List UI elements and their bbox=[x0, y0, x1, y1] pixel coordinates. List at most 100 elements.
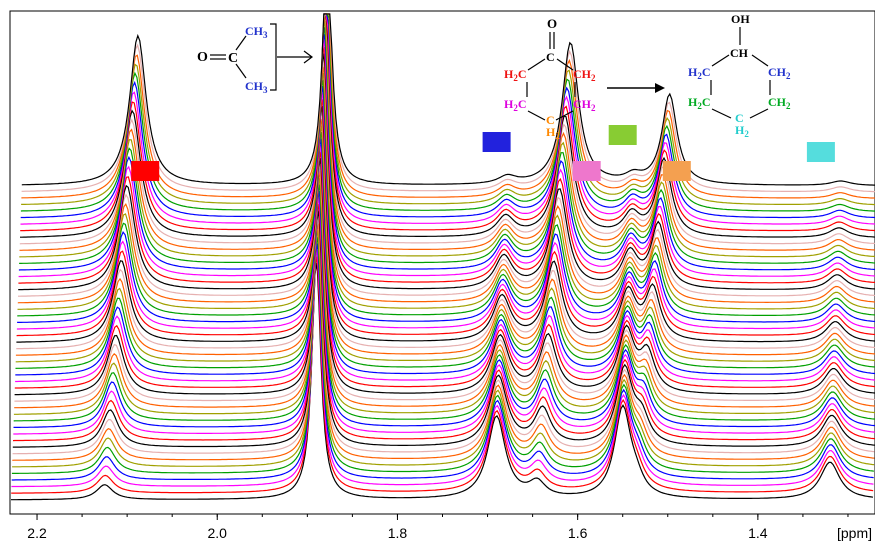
acetone-c: C bbox=[228, 51, 238, 66]
x-tick-label: 1.8 bbox=[388, 525, 408, 541]
cyclohexanol-ch-right2-sub: 2 bbox=[786, 101, 791, 111]
spectrum-trace bbox=[12, 203, 875, 442]
cyclohexanone-bond-5 bbox=[527, 110, 546, 121]
cyclohexanol-oh: OH bbox=[731, 12, 750, 26]
svg-text:CH3: CH3 bbox=[245, 79, 268, 95]
spectrum-trace bbox=[18, 46, 875, 284]
acetone-ch3-top-sub: 3 bbox=[263, 30, 268, 40]
spectrum-trace bbox=[19, 13, 875, 251]
svg-text:H2: H2 bbox=[735, 123, 749, 139]
cyclohexanone-ch-right2: CH bbox=[573, 97, 592, 111]
spectrum-trace bbox=[14, 151, 875, 389]
cyclohexanone-bond-6 bbox=[555, 110, 574, 121]
svg-text:CH2: CH2 bbox=[573, 97, 596, 113]
acetone-bond-up bbox=[235, 35, 247, 51]
acetone-ch3-top: CH bbox=[245, 24, 264, 38]
cyclohexanone-h-left2: H bbox=[504, 97, 514, 111]
spectrum-trace bbox=[11, 262, 874, 501]
acetone-arrow-head bbox=[303, 50, 313, 64]
svg-text:H2C: H2C bbox=[504, 97, 527, 113]
cyclohexanol-h-left2-sub: 2 bbox=[697, 101, 702, 111]
cyclohexanone-h-bottom-sub: 2 bbox=[555, 131, 560, 141]
cyclohexanone-h-bottom: H bbox=[546, 125, 556, 139]
x-axis-label: [ppm] bbox=[837, 525, 872, 541]
spectrum-trace bbox=[13, 190, 875, 428]
spectrum-trace bbox=[20, 13, 875, 232]
x-tick-label: 1.4 bbox=[748, 525, 768, 541]
acetone-ch3-bottom: CH bbox=[245, 79, 264, 93]
spectrum-trace bbox=[12, 223, 875, 461]
cyclohexanol-c-bottom: C bbox=[735, 111, 744, 125]
svg-text:H2C: H2C bbox=[688, 95, 711, 111]
spectrum-trace bbox=[20, 13, 875, 212]
cyclohexanol-bond-5 bbox=[711, 108, 732, 119]
spectrum-trace bbox=[16, 105, 875, 343]
cyclohexanol-h-bottom-sub: 2 bbox=[744, 129, 749, 139]
acetone-bracket bbox=[270, 23, 277, 91]
spectrum-trace bbox=[15, 131, 875, 369]
spectrum-trace bbox=[15, 118, 875, 356]
spectrum-trace bbox=[14, 164, 875, 402]
spectrum-trace bbox=[13, 197, 875, 435]
cyclohexanol-ch-right2: CH bbox=[768, 95, 787, 109]
cyclohexanone-c-left: C bbox=[518, 67, 527, 81]
spectrum-trace bbox=[12, 216, 875, 455]
spectrum-trace bbox=[16, 99, 875, 337]
cyclohexanol-bond-2 bbox=[751, 54, 769, 67]
cyclohexanol-h-left: H bbox=[688, 65, 698, 79]
svg-text:CH3: CH3 bbox=[245, 24, 268, 40]
cyclohexanol-h-left2: H bbox=[688, 95, 698, 109]
spectrum-trace bbox=[12, 210, 875, 448]
cyclohexanol-h-left-sub: 2 bbox=[697, 71, 702, 81]
svg-text:CH2: CH2 bbox=[768, 95, 791, 111]
spectrum-trace bbox=[20, 13, 875, 225]
cyclohexanol-ch-right-sub: 2 bbox=[786, 71, 791, 81]
x-tick-label: 2.0 bbox=[208, 525, 228, 541]
spectrum-trace bbox=[16, 92, 875, 330]
peak-marker bbox=[608, 125, 637, 145]
cyclohexanone-bond-1 bbox=[527, 58, 546, 71]
spectrum-trace bbox=[13, 177, 875, 415]
spectrum-trace bbox=[18, 53, 875, 291]
acetone-structure: O C CH3 CH3 bbox=[197, 23, 313, 95]
peak-markers bbox=[131, 125, 835, 181]
spectrum-trace bbox=[21, 13, 875, 193]
cyclohexanone-h-left: H bbox=[504, 67, 514, 81]
acetone-o: O bbox=[197, 50, 208, 65]
spectrum-trace bbox=[21, 13, 875, 206]
spectrum-trace bbox=[12, 230, 875, 468]
cyclohexanone-ch-right-sub: 2 bbox=[591, 73, 596, 83]
spectrum-trace bbox=[16, 112, 875, 350]
cyclohexanol-bond-6 bbox=[749, 108, 769, 119]
spectrum-trace bbox=[19, 13, 875, 245]
cyclohexanol-ch: CH bbox=[730, 46, 749, 60]
cyclohexanol-bond-1 bbox=[711, 54, 730, 67]
cyclohexanone-c-bottom: C bbox=[546, 113, 555, 127]
peak-marker bbox=[131, 161, 160, 181]
cyclohexanol-h-bottom: H bbox=[735, 123, 745, 137]
peak-marker bbox=[482, 132, 511, 152]
cyclohexanone-bond-2 bbox=[556, 58, 574, 71]
spectrum-trace bbox=[11, 256, 874, 494]
x-axis: 2.2 2.0 1.8 1.6 1.4 [ppm] bbox=[27, 514, 872, 541]
cyclohexanol-c-left2: C bbox=[702, 95, 711, 109]
svg-text:H2C: H2C bbox=[504, 67, 527, 83]
spectrum-trace bbox=[18, 59, 875, 297]
peak-marker bbox=[572, 161, 601, 181]
spectrum-trace bbox=[17, 85, 875, 323]
spectrum-trace bbox=[21, 13, 875, 186]
spectrum-trace bbox=[17, 72, 875, 310]
x-tick-label: 2.2 bbox=[27, 525, 47, 541]
spectrum-trace bbox=[17, 66, 875, 304]
peak-marker bbox=[806, 142, 835, 162]
spectrum-trace bbox=[11, 236, 874, 474]
acetone-bond-down bbox=[235, 63, 247, 79]
cyclohexanone-h-left-sub: 2 bbox=[513, 73, 518, 83]
spectrum-trace bbox=[14, 171, 875, 409]
acetone-ch3-bottom-sub: 3 bbox=[263, 85, 268, 95]
spectrum-trace bbox=[11, 243, 874, 481]
cyclohexanone-o: O bbox=[547, 16, 557, 31]
spectrum-trace bbox=[18, 40, 875, 278]
cyclohexanol-structure: OH CH H2C CH2 H2C CH2 C H2 bbox=[688, 12, 791, 139]
